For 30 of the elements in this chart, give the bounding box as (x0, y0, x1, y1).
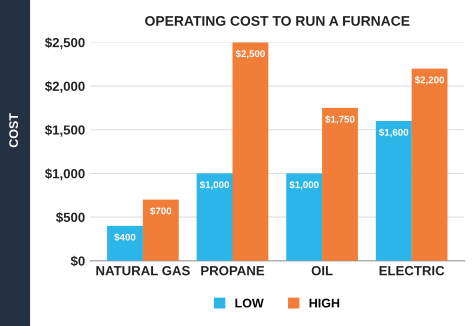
data-label: $1,600 (379, 128, 408, 138)
data-label: $1,000 (289, 180, 319, 190)
bar (286, 173, 322, 261)
bar (107, 226, 143, 261)
bar (376, 121, 412, 261)
y-tick-label: $1,000 (45, 168, 85, 180)
y-tick-label: $2,500 (45, 37, 85, 50)
data-label: $700 (150, 207, 172, 216)
y-tick-label: $2,000 (45, 81, 85, 93)
legend-label: HIGH (310, 298, 340, 308)
data-label: $1,750 (325, 115, 354, 124)
bar (232, 42, 268, 261)
y-axis-title: COST (9, 113, 18, 148)
x-tick-label: ELECTRIC (380, 266, 444, 276)
chart-title: OPERATING COST TO RUN A FURNACE (145, 16, 410, 26)
x-tick-label: NATURAL GAS (96, 266, 190, 276)
data-label: $1,000 (200, 180, 230, 190)
bar (196, 173, 232, 261)
legend-label: LOW (235, 298, 264, 308)
bar (142, 200, 179, 261)
x-tick-label: PROPANE (201, 266, 264, 276)
bar (412, 68, 448, 261)
bar (322, 108, 358, 261)
data-label: $400 (114, 233, 136, 242)
data-label: $2,500 (236, 50, 265, 59)
data-label: $2,200 (414, 76, 444, 85)
y-tick-label: $0 (70, 256, 85, 267)
y-tick-label: $1,500 (45, 124, 85, 137)
x-tick-label: OIL (312, 266, 333, 276)
y-tick-label: $500 (56, 212, 85, 223)
